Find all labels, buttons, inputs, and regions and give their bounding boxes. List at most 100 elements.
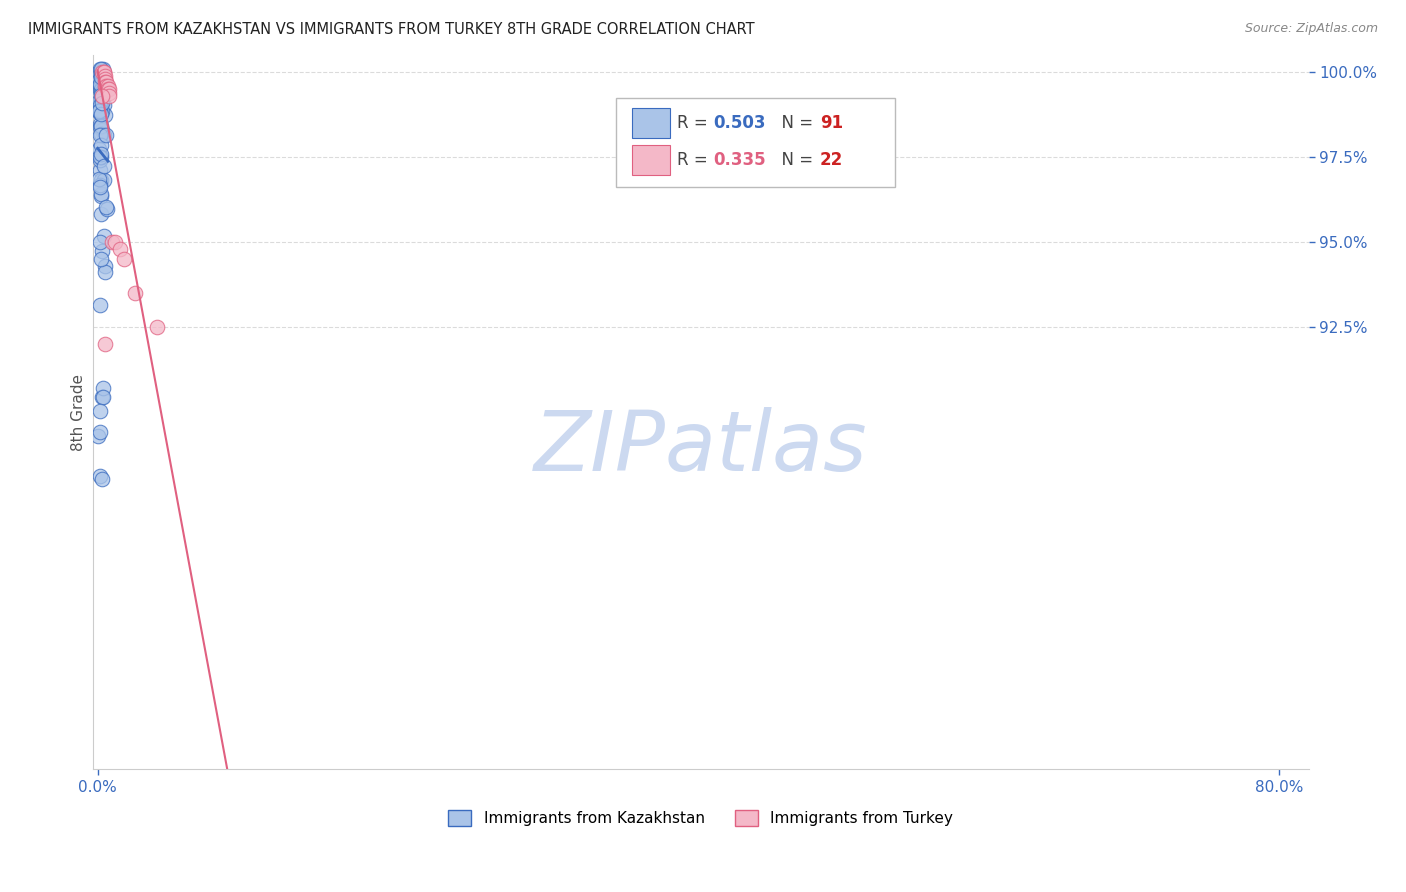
Point: [90, 207, 112, 221]
Point: [89, 469, 111, 483]
Point: [89, 150, 111, 164]
Point: [93, 229, 115, 244]
Point: [90, 70, 112, 84]
Point: [90, 78, 112, 93]
Point: [96, 75, 118, 89]
Point: [97, 82, 120, 96]
Text: 22: 22: [820, 151, 844, 169]
Point: [90, 244, 112, 259]
Text: IMMIGRANTS FROM KAZAKHSTAN VS IMMIGRANTS FROM TURKEY 8TH GRADE CORRELATION CHART: IMMIGRANTS FROM KAZAKHSTAN VS IMMIGRANTS…: [28, 22, 755, 37]
Point: [108, 242, 131, 256]
Point: [90, 75, 112, 89]
Point: [90, 70, 112, 84]
Point: [94, 72, 117, 87]
Point: [90, 471, 112, 485]
Text: ZIPatlas: ZIPatlas: [534, 408, 868, 489]
Text: R =: R =: [676, 114, 713, 132]
Point: [93, 128, 115, 142]
Point: [90, 71, 112, 86]
Point: [98, 89, 121, 103]
Point: [90, 391, 112, 405]
Point: [90, 173, 112, 187]
Point: [89, 62, 111, 77]
Point: [87, 95, 110, 109]
Point: [89, 425, 111, 440]
Point: [90, 186, 112, 201]
Point: [89, 163, 111, 178]
Point: [90, 147, 112, 161]
Point: [87, 76, 110, 90]
Point: [89, 189, 111, 203]
Point: [96, 78, 118, 93]
Point: [90, 119, 112, 133]
Point: [90, 62, 112, 77]
Point: [96, 202, 118, 216]
Point: [89, 105, 111, 120]
Point: [94, 200, 117, 214]
Point: [91, 77, 114, 91]
Point: [89, 97, 111, 112]
Point: [112, 252, 135, 267]
Point: [89, 404, 111, 418]
Point: [91, 381, 114, 395]
Point: [89, 77, 111, 91]
Point: [91, 70, 114, 84]
Point: [89, 128, 111, 143]
Point: [94, 128, 117, 142]
Point: [87, 96, 110, 111]
Point: [91, 81, 114, 95]
Point: [89, 298, 111, 312]
Point: [90, 107, 112, 121]
Point: [89, 235, 111, 249]
Point: [97, 78, 120, 93]
Point: [90, 83, 112, 97]
Point: [89, 105, 111, 120]
Point: [91, 390, 114, 404]
Point: [94, 75, 117, 89]
Point: [91, 80, 114, 95]
Point: [90, 96, 112, 111]
Point: [93, 98, 115, 112]
Point: [101, 235, 124, 250]
Point: [90, 88, 112, 103]
Point: [90, 95, 112, 110]
Point: [90, 66, 112, 80]
Point: [94, 74, 117, 88]
Point: [91, 89, 114, 103]
Text: R =: R =: [676, 151, 713, 169]
FancyBboxPatch shape: [631, 108, 671, 138]
Point: [90, 79, 112, 94]
Point: [104, 235, 127, 250]
Point: [98, 82, 121, 96]
Point: [91, 65, 114, 79]
Point: [89, 120, 111, 134]
Point: [89, 153, 111, 167]
Y-axis label: 8th Grade: 8th Grade: [72, 374, 86, 450]
Text: 0.335: 0.335: [713, 151, 766, 169]
Point: [89, 172, 111, 186]
Point: [90, 76, 112, 90]
Point: [145, 320, 167, 334]
Point: [93, 173, 115, 187]
Point: [90, 138, 112, 153]
Point: [91, 90, 114, 104]
Point: [93, 259, 115, 273]
Point: [89, 80, 111, 95]
Point: [124, 286, 146, 301]
Point: [94, 337, 117, 351]
Text: N =: N =: [772, 114, 818, 132]
Point: [93, 108, 115, 122]
Legend: Immigrants from Kazakhstan, Immigrants from Turkey: Immigrants from Kazakhstan, Immigrants f…: [449, 810, 953, 826]
Point: [89, 179, 111, 194]
Point: [91, 62, 114, 76]
Point: [89, 75, 111, 89]
Point: [89, 83, 111, 97]
Point: [89, 178, 111, 193]
Point: [91, 122, 114, 136]
Point: [90, 127, 112, 141]
Point: [87, 429, 110, 443]
Point: [94, 265, 117, 279]
Point: [89, 69, 111, 83]
Point: [91, 68, 114, 82]
Point: [90, 150, 112, 164]
